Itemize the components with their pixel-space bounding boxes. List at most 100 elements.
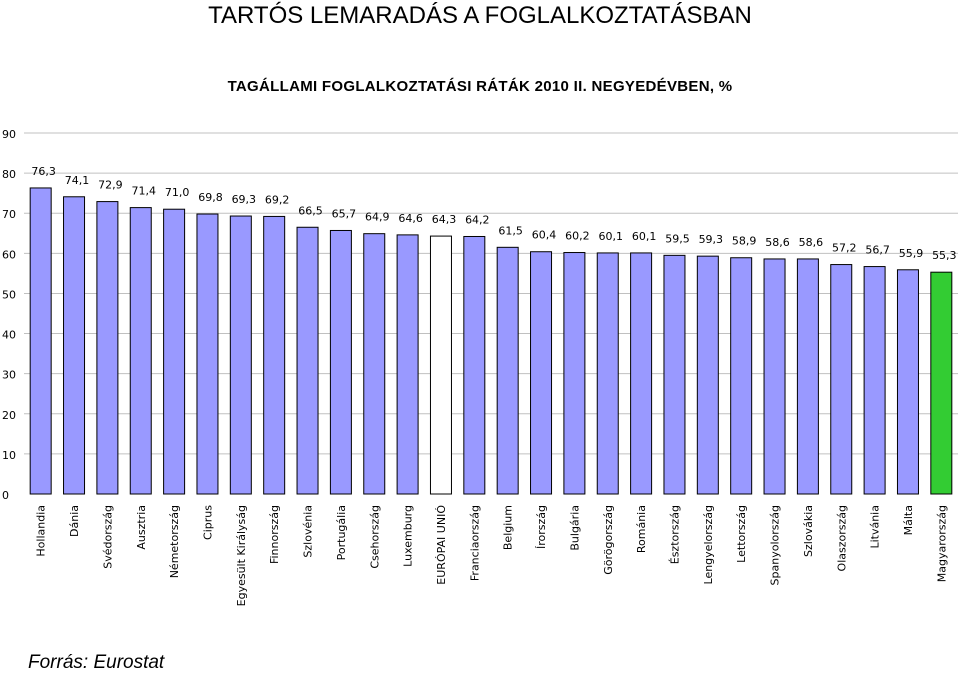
category-label: Franciaország xyxy=(468,505,481,581)
bar xyxy=(730,257,753,495)
value-label: 64,2 xyxy=(465,213,490,226)
bar xyxy=(530,251,553,495)
category-label: EURÓPAI UNIÓ xyxy=(435,505,448,585)
bar xyxy=(863,266,886,495)
chart-title: TARTÓS LEMARADÁS A FOGLALKOZTATÁSBAN xyxy=(208,2,752,29)
category-label: Portugália xyxy=(335,505,348,560)
y-tick-label: 80 xyxy=(2,168,16,181)
value-label: 71,4 xyxy=(132,185,157,198)
value-label: 76,3 xyxy=(31,165,56,178)
bar xyxy=(396,234,419,495)
value-labels: 76,3 74,1 72,9 71,4 71,0 69,8 69,3 69,2 66,5 65,7… xyxy=(31,165,956,262)
category-label: Belgium xyxy=(502,505,515,550)
value-label: 74,1 xyxy=(65,174,90,187)
y-tick-label: 60 xyxy=(2,248,16,261)
category-label: Dánia xyxy=(68,505,81,537)
category-label: Finnország xyxy=(268,505,281,564)
category-label: Svédország xyxy=(101,505,114,569)
value-label: 59,3 xyxy=(699,233,724,246)
category-label: Spanyolország xyxy=(769,505,782,585)
bar xyxy=(263,215,286,495)
y-tick-label: 50 xyxy=(2,288,16,301)
category-label: Észtország xyxy=(668,505,681,564)
bar xyxy=(196,213,219,495)
x-axis-labels: Hollandia Dánia Svédország Ausztria Németors… xyxy=(35,505,949,607)
bar xyxy=(763,258,786,495)
bar xyxy=(429,235,452,495)
value-label: 59,5 xyxy=(665,232,690,245)
source-note: Forrás: Eurostat xyxy=(28,652,165,673)
value-label: 66,5 xyxy=(298,204,323,217)
bar xyxy=(29,187,52,495)
category-label: Bulgária xyxy=(568,505,581,551)
value-label: 64,3 xyxy=(432,213,457,226)
y-tick-label: 90 xyxy=(2,128,16,141)
y-tick-label: 0 xyxy=(2,489,9,502)
bar xyxy=(496,246,519,495)
value-label: 69,8 xyxy=(198,191,223,204)
bar xyxy=(363,233,386,495)
bar xyxy=(96,201,119,495)
value-label: 58,9 xyxy=(732,235,757,248)
value-label: 60,1 xyxy=(599,230,624,243)
y-tick-label: 70 xyxy=(2,208,16,221)
bar xyxy=(296,226,319,495)
category-label: Görögország xyxy=(602,505,615,575)
value-label: 60,4 xyxy=(532,229,557,242)
bar xyxy=(930,271,953,495)
value-label: 55,9 xyxy=(899,247,924,260)
category-label: Ciprus xyxy=(201,505,214,540)
value-label: 64,6 xyxy=(398,212,423,225)
value-label: 57,2 xyxy=(832,242,857,255)
bar xyxy=(229,215,252,495)
value-label: 69,2 xyxy=(265,193,290,206)
bar xyxy=(663,254,686,495)
category-label: Luxemburg xyxy=(402,505,415,567)
category-label: Románia xyxy=(635,505,648,553)
bars xyxy=(29,187,953,495)
bar xyxy=(696,255,719,495)
value-label: 60,2 xyxy=(565,230,590,243)
value-label: 69,3 xyxy=(232,193,257,206)
category-label: Németország xyxy=(168,505,181,578)
value-label: 72,9 xyxy=(98,179,123,192)
category-label: Hollandia xyxy=(35,505,48,557)
value-label: 58,6 xyxy=(765,236,790,249)
category-label: Lengyelország xyxy=(702,505,715,584)
bar xyxy=(329,229,352,495)
chart-subtitle: TAGÁLLAMI FOGLALKOZTATÁSI RÁTÁK 2010 II.… xyxy=(227,78,733,95)
category-label: Írország xyxy=(535,505,548,549)
bar xyxy=(830,264,853,495)
bar xyxy=(463,235,486,495)
y-tick-label: 10 xyxy=(2,449,16,462)
category-label: Ausztria xyxy=(135,505,148,550)
value-label: 71,0 xyxy=(165,186,190,199)
bar xyxy=(563,252,586,495)
bar xyxy=(896,269,919,495)
value-label: 56,7 xyxy=(865,244,890,257)
value-label: 58,6 xyxy=(799,236,824,249)
category-label: Lettország xyxy=(735,505,748,563)
y-tick-label: 40 xyxy=(2,329,16,342)
category-label: Egyesült Királyság xyxy=(235,505,248,606)
category-label: Magyarország xyxy=(935,505,948,582)
value-label: 65,7 xyxy=(332,207,357,220)
bar xyxy=(63,196,86,495)
category-label: Litvánia xyxy=(869,505,882,549)
value-label: 64,9 xyxy=(365,211,390,224)
category-label: Olaszország xyxy=(835,505,848,571)
bar xyxy=(163,208,186,495)
bar xyxy=(596,252,619,495)
value-label: 55,3 xyxy=(932,249,957,262)
category-label: Szlovákia xyxy=(802,505,815,557)
y-tick-label: 30 xyxy=(2,369,16,382)
bar xyxy=(129,207,152,495)
y-tick-label: 20 xyxy=(2,409,16,422)
category-label: Málta xyxy=(902,505,915,535)
y-axis-ticks: 0 10 20 30 40 50 60 70 80 90 xyxy=(2,128,16,502)
category-label: Szlovénia xyxy=(302,505,315,558)
value-label: 61,5 xyxy=(498,224,523,237)
category-label: Csehország xyxy=(368,505,381,569)
value-label: 60,1 xyxy=(632,230,657,243)
